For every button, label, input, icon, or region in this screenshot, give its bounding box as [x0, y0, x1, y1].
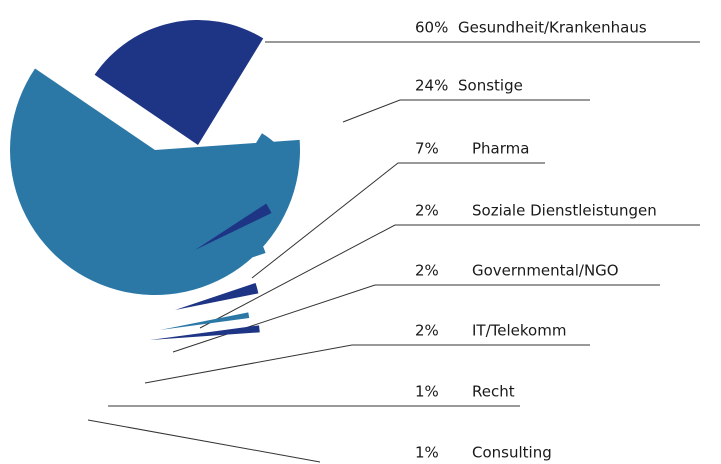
leader-line [199, 224, 700, 329]
slice-label: Pharma [472, 140, 529, 158]
slice-percent: 1% [415, 383, 439, 401]
slice-label: IT/Telekomm [472, 322, 566, 340]
leader-line [342, 99, 590, 123]
leader-line [251, 162, 545, 279]
pie-slice [94, 20, 264, 145]
slice-percent: 2% [415, 262, 439, 280]
slice-label: Governmental/NGO [472, 262, 619, 280]
leader-line [144, 344, 590, 384]
pie-slice [215, 133, 291, 210]
slice-percent: 60% [415, 19, 448, 37]
slice-percent: 24% [415, 77, 448, 95]
pie-slice [160, 312, 250, 330]
slice-label: Gesundheit/Krankenhaus [458, 19, 647, 37]
pie-slice [9, 68, 301, 296]
slice-label: Soziale Dienstleistungen [472, 202, 657, 220]
pie-slice [175, 282, 259, 310]
slice-label: Sonstige [458, 77, 523, 95]
slice-label: Recht [472, 383, 515, 401]
pie-slice [185, 242, 266, 280]
slice-percent: 2% [415, 202, 439, 220]
pie-slice [150, 325, 260, 340]
slice-percent: 1% [415, 444, 439, 462]
pie-slice [195, 203, 272, 250]
slice-percent: 2% [415, 322, 439, 340]
leader-line [87, 419, 321, 463]
slice-label: Consulting [472, 444, 552, 462]
slice-percent: 7% [415, 140, 439, 158]
